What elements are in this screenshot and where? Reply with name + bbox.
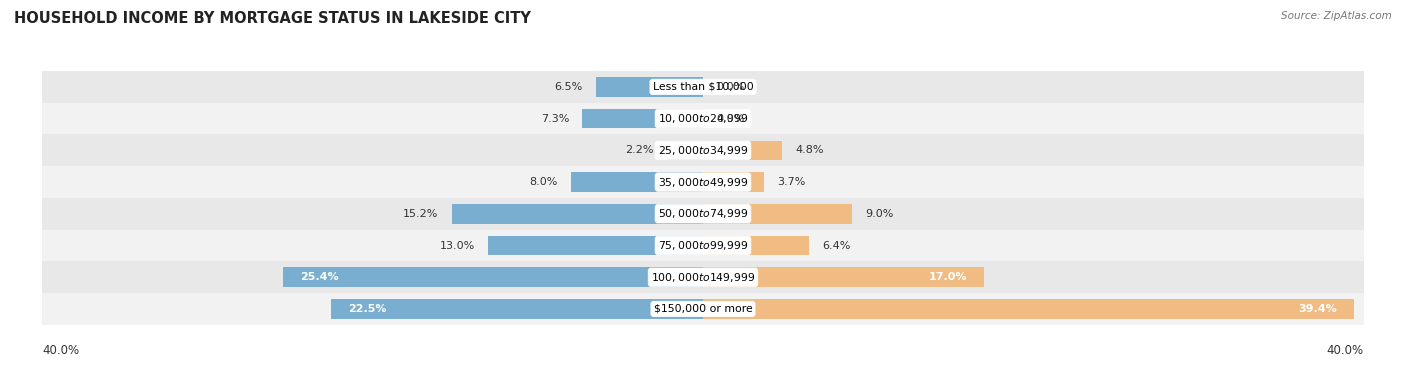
Text: HOUSEHOLD INCOME BY MORTGAGE STATUS IN LAKESIDE CITY: HOUSEHOLD INCOME BY MORTGAGE STATUS IN L… [14, 11, 531, 26]
Text: $10,000 to $24,999: $10,000 to $24,999 [658, 112, 748, 125]
Text: Less than $10,000: Less than $10,000 [652, 82, 754, 92]
Bar [42, 261, 1364, 293]
Text: 40.0%: 40.0% [1327, 344, 1364, 357]
Bar [488, 236, 703, 255]
Text: $75,000 to $99,999: $75,000 to $99,999 [658, 239, 748, 252]
Text: 9.0%: 9.0% [865, 209, 893, 219]
Bar [582, 109, 703, 129]
Text: $100,000 to $149,999: $100,000 to $149,999 [651, 271, 755, 284]
Text: Source: ZipAtlas.com: Source: ZipAtlas.com [1281, 11, 1392, 21]
Bar [703, 267, 984, 287]
Text: 4.8%: 4.8% [796, 146, 824, 155]
Text: 7.3%: 7.3% [541, 113, 569, 124]
Text: 8.0%: 8.0% [529, 177, 558, 187]
Bar [284, 267, 703, 287]
Text: 25.4%: 25.4% [299, 272, 339, 282]
Bar [332, 299, 703, 319]
Bar [42, 198, 1364, 230]
Text: 17.0%: 17.0% [929, 272, 967, 282]
Bar [42, 166, 1364, 198]
Text: $35,000 to $49,999: $35,000 to $49,999 [658, 176, 748, 188]
Bar [42, 293, 1364, 325]
Text: $50,000 to $74,999: $50,000 to $74,999 [658, 207, 748, 220]
Text: 40.0%: 40.0% [42, 344, 79, 357]
Bar [451, 204, 703, 224]
Bar [703, 172, 763, 192]
Bar [571, 172, 703, 192]
Bar [703, 299, 1354, 319]
Text: 2.2%: 2.2% [624, 146, 654, 155]
Legend: Without Mortgage, With Mortgage: Without Mortgage, With Mortgage [574, 372, 832, 377]
Text: 6.4%: 6.4% [823, 241, 851, 250]
Text: 13.0%: 13.0% [440, 241, 475, 250]
Bar [666, 141, 703, 160]
Bar [596, 77, 703, 97]
Bar [703, 204, 852, 224]
Text: 3.7%: 3.7% [778, 177, 806, 187]
Text: $150,000 or more: $150,000 or more [654, 304, 752, 314]
Text: $25,000 to $34,999: $25,000 to $34,999 [658, 144, 748, 157]
Text: 22.5%: 22.5% [347, 304, 387, 314]
Bar [42, 230, 1364, 261]
Text: 39.4%: 39.4% [1299, 304, 1337, 314]
Text: 0.0%: 0.0% [716, 82, 744, 92]
Bar [42, 103, 1364, 135]
Text: 15.2%: 15.2% [404, 209, 439, 219]
Text: 6.5%: 6.5% [554, 82, 582, 92]
Bar [703, 141, 782, 160]
Bar [703, 236, 808, 255]
Bar [42, 71, 1364, 103]
Bar [42, 135, 1364, 166]
Text: 0.0%: 0.0% [716, 113, 744, 124]
